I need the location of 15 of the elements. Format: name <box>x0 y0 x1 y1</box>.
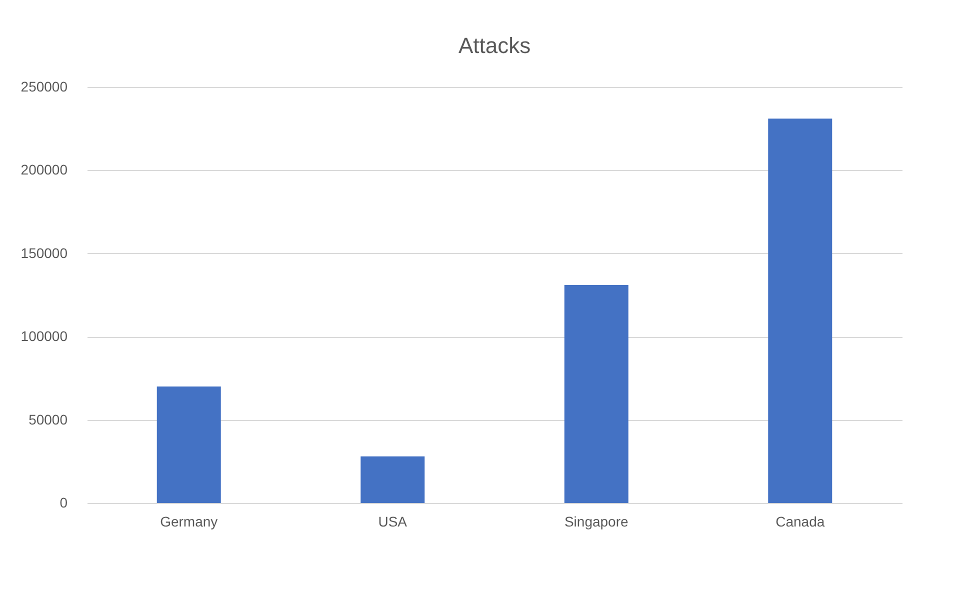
x-tick-label: Canada <box>776 514 825 530</box>
y-tick-label: 250000 <box>20 78 68 94</box>
x-tick-label: USA <box>378 514 408 530</box>
bar <box>564 285 628 503</box>
bar <box>360 456 425 503</box>
bar <box>156 386 221 503</box>
x-tick-label: Germany <box>160 514 218 530</box>
y-tick-label: 50000 <box>28 411 68 428</box>
bar <box>768 118 832 503</box>
y-tick-label: 100000 <box>20 328 68 344</box>
y-tick-label: 150000 <box>20 244 68 261</box>
chart-title: Attacks <box>458 33 531 58</box>
y-tick-label: 0 <box>60 494 68 510</box>
y-tick-label: 200000 <box>20 162 68 178</box>
x-tick-label: Singapore <box>564 514 628 530</box>
